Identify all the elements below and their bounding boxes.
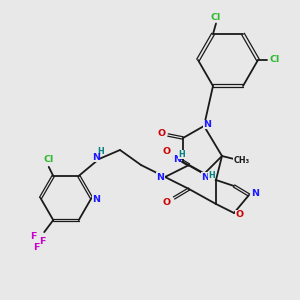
Text: N: N bbox=[203, 120, 211, 129]
Text: O: O bbox=[236, 210, 244, 219]
Text: CH₃: CH₃ bbox=[233, 156, 250, 165]
Text: O: O bbox=[162, 147, 171, 156]
Text: N: N bbox=[173, 154, 181, 164]
Text: N: N bbox=[157, 172, 164, 182]
Text: Cl: Cl bbox=[44, 155, 54, 164]
Text: H: H bbox=[97, 147, 104, 156]
Text: N: N bbox=[251, 189, 259, 198]
Text: F: F bbox=[31, 232, 37, 241]
Text: F: F bbox=[34, 243, 40, 252]
Text: Cl: Cl bbox=[269, 56, 280, 64]
Text: N: N bbox=[202, 172, 209, 182]
Text: H: H bbox=[208, 171, 215, 180]
Text: O: O bbox=[158, 129, 166, 138]
Text: H: H bbox=[178, 150, 185, 159]
Text: N: N bbox=[92, 153, 100, 162]
Text: O: O bbox=[162, 198, 171, 207]
Text: Cl: Cl bbox=[211, 13, 221, 22]
Text: N: N bbox=[92, 195, 100, 204]
Text: F: F bbox=[40, 237, 46, 246]
